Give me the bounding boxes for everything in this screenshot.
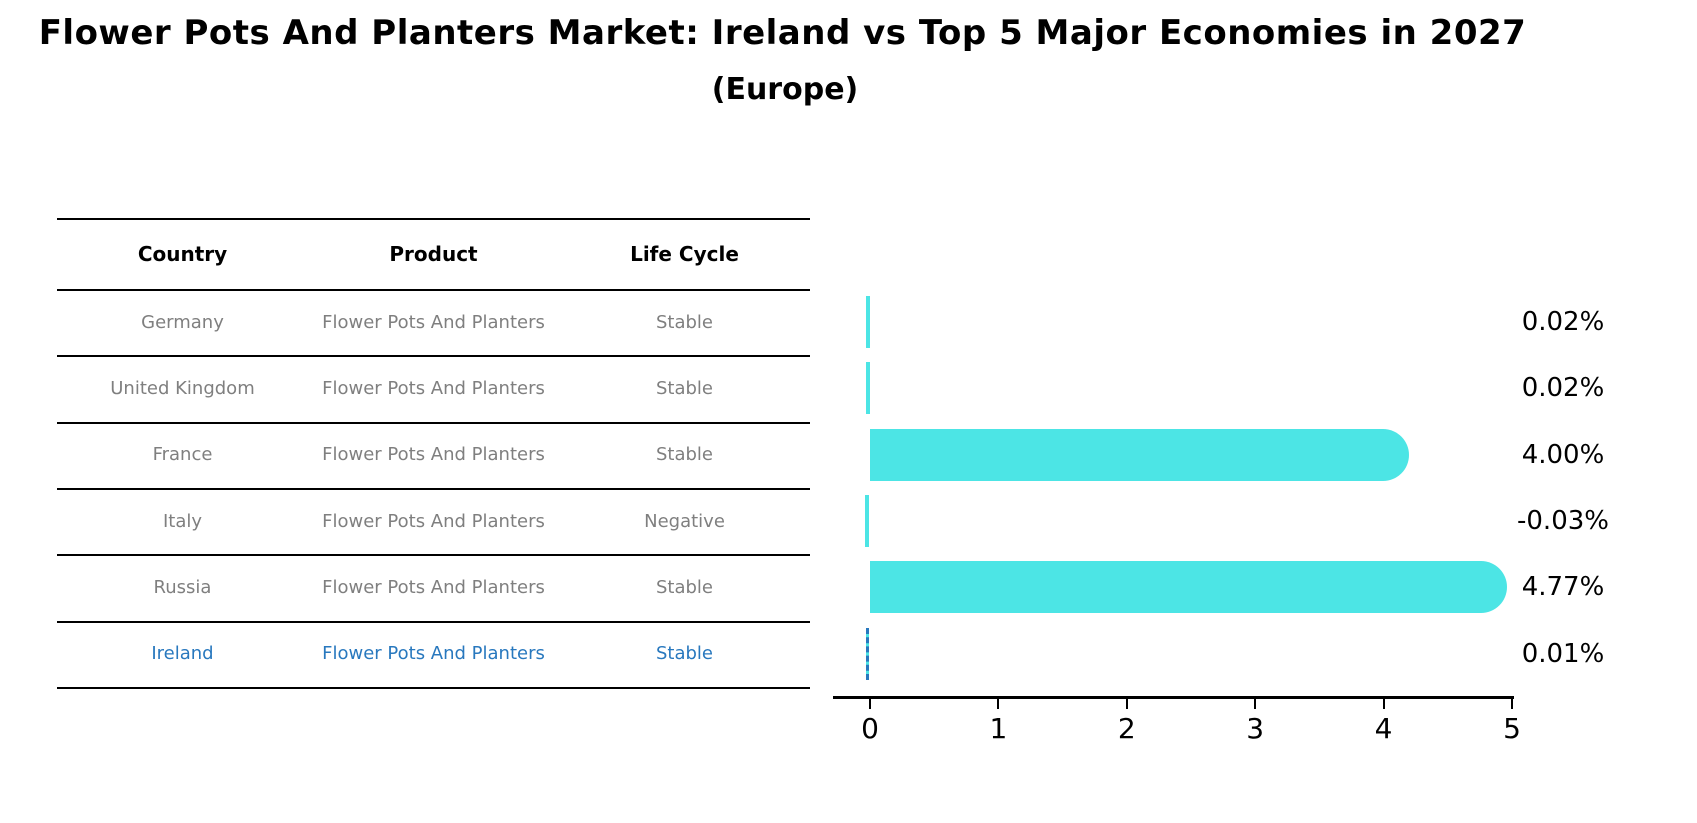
bar-united-kingdom xyxy=(866,362,870,415)
x-tick-mark-3 xyxy=(1254,699,1257,709)
bar-italy xyxy=(865,495,869,548)
x-tick-label-4: 4 xyxy=(1374,712,1393,745)
table-header-country: Country xyxy=(137,241,228,266)
table-cell-life-cycle: Stable xyxy=(655,643,713,665)
table-cell-country: Russia xyxy=(153,576,212,598)
table-row-divider xyxy=(57,421,810,424)
x-tick-mark-5 xyxy=(1511,699,1513,709)
table-row-france: France Flower Pots And Planters Stable xyxy=(57,422,810,488)
chart-title: Flower Pots And Planters Market: Ireland… xyxy=(38,13,1527,53)
table-cell-product: Flower Pots And Planters xyxy=(322,576,545,598)
table-cell-product: Flower Pots And Planters xyxy=(322,311,545,333)
value-label-ireland: 0.01% xyxy=(1521,638,1605,669)
table-cell-country: United Kingdom xyxy=(110,377,255,399)
table-cell-country: Ireland xyxy=(151,643,214,665)
x-axis-line xyxy=(833,696,1514,699)
table-row-germany: Germany Flower Pots And Planters Stable xyxy=(57,289,810,355)
table-cell-product: Flower Pots And Planters xyxy=(322,377,545,399)
x-tick-mark-1 xyxy=(997,699,1000,709)
x-tick-mark-4 xyxy=(1382,699,1385,709)
table-row-united-kingdom: United Kingdom Flower Pots And Planters St… xyxy=(57,355,810,421)
table-row-ireland: Ireland Flower Pots And Planters Stable xyxy=(57,621,810,687)
table-cell-country: Italy xyxy=(162,510,203,532)
bar-russia xyxy=(870,561,1508,614)
chart-subtitle: (Europe) xyxy=(711,72,859,107)
table-border-top xyxy=(57,218,810,220)
x-tick-mark-2 xyxy=(1125,699,1128,709)
table-cell-life-cycle: Stable xyxy=(655,444,713,466)
table-cell-life-cycle: Stable xyxy=(655,576,713,598)
x-tick-label-0: 0 xyxy=(861,712,879,745)
value-label-russia: 4.77% xyxy=(1521,572,1605,603)
table-cell-life-cycle: Stable xyxy=(655,311,713,333)
table-header-product: Product xyxy=(389,241,478,266)
table-cell-country: France xyxy=(152,444,213,466)
value-label-france: 4.00% xyxy=(1521,439,1605,470)
value-label-germany: 0.02% xyxy=(1521,307,1605,338)
table-row-russia: Russia Flower Pots And Planters Stable xyxy=(57,554,810,620)
x-tick-label-3: 3 xyxy=(1246,712,1265,745)
x-tick-mark-0 xyxy=(869,699,871,709)
bar-france xyxy=(870,428,1409,481)
table-row-divider xyxy=(57,620,810,623)
bar-ireland xyxy=(866,627,869,680)
x-tick-label-2: 2 xyxy=(1117,712,1136,745)
table-cell-country: Germany xyxy=(141,311,224,333)
table-cell-life-cycle: Stable xyxy=(655,377,713,399)
bar-germany xyxy=(866,296,870,349)
table-row-divider xyxy=(57,355,810,358)
table-header-row: Country Product Life Cycle xyxy=(57,218,810,289)
value-label-italy: -0.03% xyxy=(1517,506,1609,537)
table-cell-product: Flower Pots And Planters xyxy=(322,510,545,532)
table-row-divider xyxy=(57,554,810,557)
table-cell-product: Flower Pots And Planters xyxy=(322,444,545,466)
x-tick-label-5: 5 xyxy=(1503,712,1521,745)
table-row-divider xyxy=(57,289,810,291)
table-header-life-cycle: Life Cycle xyxy=(630,241,739,266)
table-row-divider xyxy=(57,487,810,490)
table-row-divider xyxy=(57,686,810,689)
value-label-united-kingdom: 0.02% xyxy=(1521,373,1605,404)
table-row-italy: Italy Flower Pots And Planters Negative xyxy=(57,488,810,554)
table-cell-product: Flower Pots And Planters xyxy=(322,643,545,665)
x-tick-label-1: 1 xyxy=(989,712,1008,745)
table-cell-life-cycle: Negative xyxy=(644,510,725,532)
